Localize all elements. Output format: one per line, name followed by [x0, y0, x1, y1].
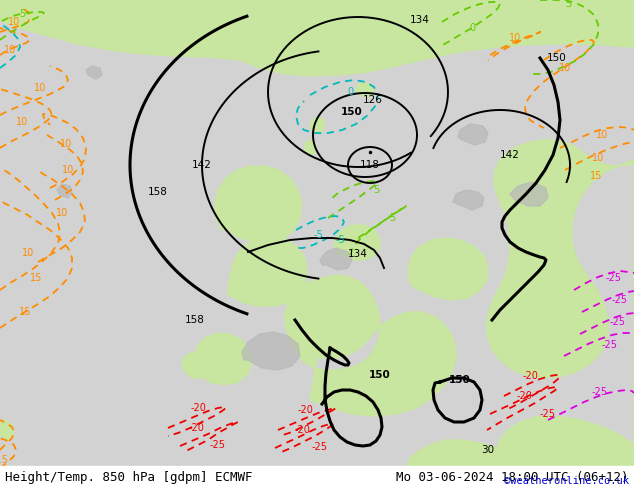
Text: -20: -20 [294, 425, 310, 435]
Bar [0, 466, 634, 490]
Text: -15: -15 [7, 472, 23, 482]
Text: -20: -20 [297, 405, 313, 415]
Text: 15: 15 [30, 273, 42, 283]
Text: 142: 142 [500, 150, 520, 160]
Text: 142: 142 [192, 160, 212, 170]
Text: -15: -15 [0, 455, 8, 465]
Text: 0: 0 [347, 87, 353, 97]
Text: 10: 10 [596, 130, 608, 140]
Text: 5: 5 [565, 0, 571, 9]
Text: -20: -20 [522, 371, 538, 381]
Text: 10: 10 [8, 17, 20, 27]
Text: 30: 30 [481, 445, 495, 455]
Text: 10: 10 [592, 153, 604, 163]
Text: 150: 150 [369, 370, 391, 380]
Text: Height/Temp. 850 hPa [gdpm] ECMWF: Height/Temp. 850 hPa [gdpm] ECMWF [5, 471, 252, 485]
Text: 118: 118 [360, 160, 380, 170]
Text: 10: 10 [34, 83, 46, 93]
Text: -25: -25 [210, 440, 226, 450]
Polygon shape [496, 416, 634, 490]
Text: -25: -25 [610, 317, 626, 327]
Polygon shape [458, 124, 488, 145]
Text: 150: 150 [341, 107, 363, 117]
Polygon shape [408, 238, 488, 300]
Text: 126: 126 [363, 95, 383, 105]
Text: 134: 134 [348, 249, 368, 259]
Polygon shape [182, 352, 208, 378]
Polygon shape [486, 140, 634, 445]
Polygon shape [86, 66, 102, 79]
Polygon shape [356, 83, 374, 97]
Text: -25: -25 [592, 387, 608, 397]
Polygon shape [285, 275, 456, 416]
Text: -25: -25 [602, 340, 618, 350]
Text: -25: -25 [606, 273, 622, 283]
Text: 5: 5 [19, 9, 25, 19]
Text: 150: 150 [547, 53, 567, 63]
Polygon shape [406, 440, 540, 490]
Text: 10: 10 [62, 165, 74, 175]
Polygon shape [510, 182, 548, 206]
Polygon shape [0, 420, 14, 440]
Polygon shape [57, 184, 72, 198]
Text: 10: 10 [16, 117, 28, 127]
Polygon shape [0, 0, 634, 76]
Text: 10: 10 [56, 208, 68, 218]
Polygon shape [194, 333, 252, 385]
Text: 10: 10 [22, 248, 34, 258]
Text: -25: -25 [312, 442, 328, 452]
Text: -20: -20 [516, 391, 532, 401]
Polygon shape [334, 225, 380, 260]
Text: 15: 15 [590, 171, 602, 181]
Text: 5: 5 [389, 213, 395, 223]
Text: -25: -25 [612, 295, 628, 305]
Text: 10: 10 [60, 139, 72, 149]
Text: -5: -5 [313, 230, 323, 240]
Polygon shape [310, 118, 325, 133]
Text: -20: -20 [190, 403, 206, 413]
Polygon shape [453, 190, 484, 210]
Text: -25: -25 [540, 409, 556, 419]
Text: 5: 5 [373, 185, 379, 195]
Polygon shape [0, 468, 22, 490]
Text: 150: 150 [449, 375, 471, 385]
Text: 15: 15 [19, 307, 31, 317]
Polygon shape [304, 140, 316, 155]
Polygon shape [320, 248, 352, 270]
Text: 158: 158 [185, 315, 205, 325]
Polygon shape [228, 236, 307, 306]
Text: Mo 03-06-2024 18:00 UTC (06+12): Mo 03-06-2024 18:00 UTC (06+12) [396, 471, 629, 485]
Polygon shape [215, 166, 302, 242]
Text: ©weatheronline.co.uk: ©weatheronline.co.uk [504, 476, 629, 486]
Text: -5: -5 [335, 235, 345, 245]
Text: 10: 10 [509, 33, 521, 43]
Text: 158: 158 [148, 187, 168, 197]
Text: -20: -20 [188, 423, 204, 433]
Text: 10: 10 [4, 45, 16, 55]
Text: 0: 0 [469, 23, 475, 33]
Text: 134: 134 [410, 15, 430, 25]
Polygon shape [242, 332, 300, 370]
Text: 10: 10 [559, 63, 571, 73]
